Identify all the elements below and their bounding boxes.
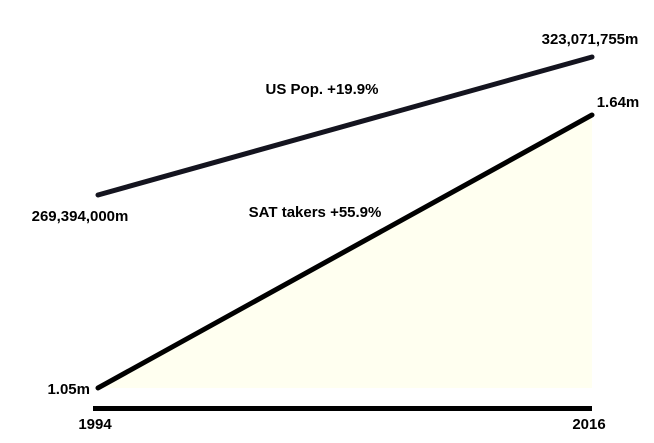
line bbox=[95, 112, 595, 391]
value-label: 1.05m bbox=[47, 381, 90, 398]
x-axis bbox=[93, 406, 592, 411]
value-label: 1.64m bbox=[597, 94, 640, 111]
x-tick-label: 1994 bbox=[78, 416, 112, 433]
series-label: US Pop. +19.9% bbox=[266, 81, 379, 98]
value-label: 323,071,755m bbox=[542, 31, 639, 48]
x-tick-label: 2016 bbox=[572, 416, 605, 433]
line bbox=[95, 54, 595, 198]
value-label: 269,394,000m bbox=[32, 208, 129, 225]
series-label: SAT takers +55.9% bbox=[249, 204, 382, 221]
